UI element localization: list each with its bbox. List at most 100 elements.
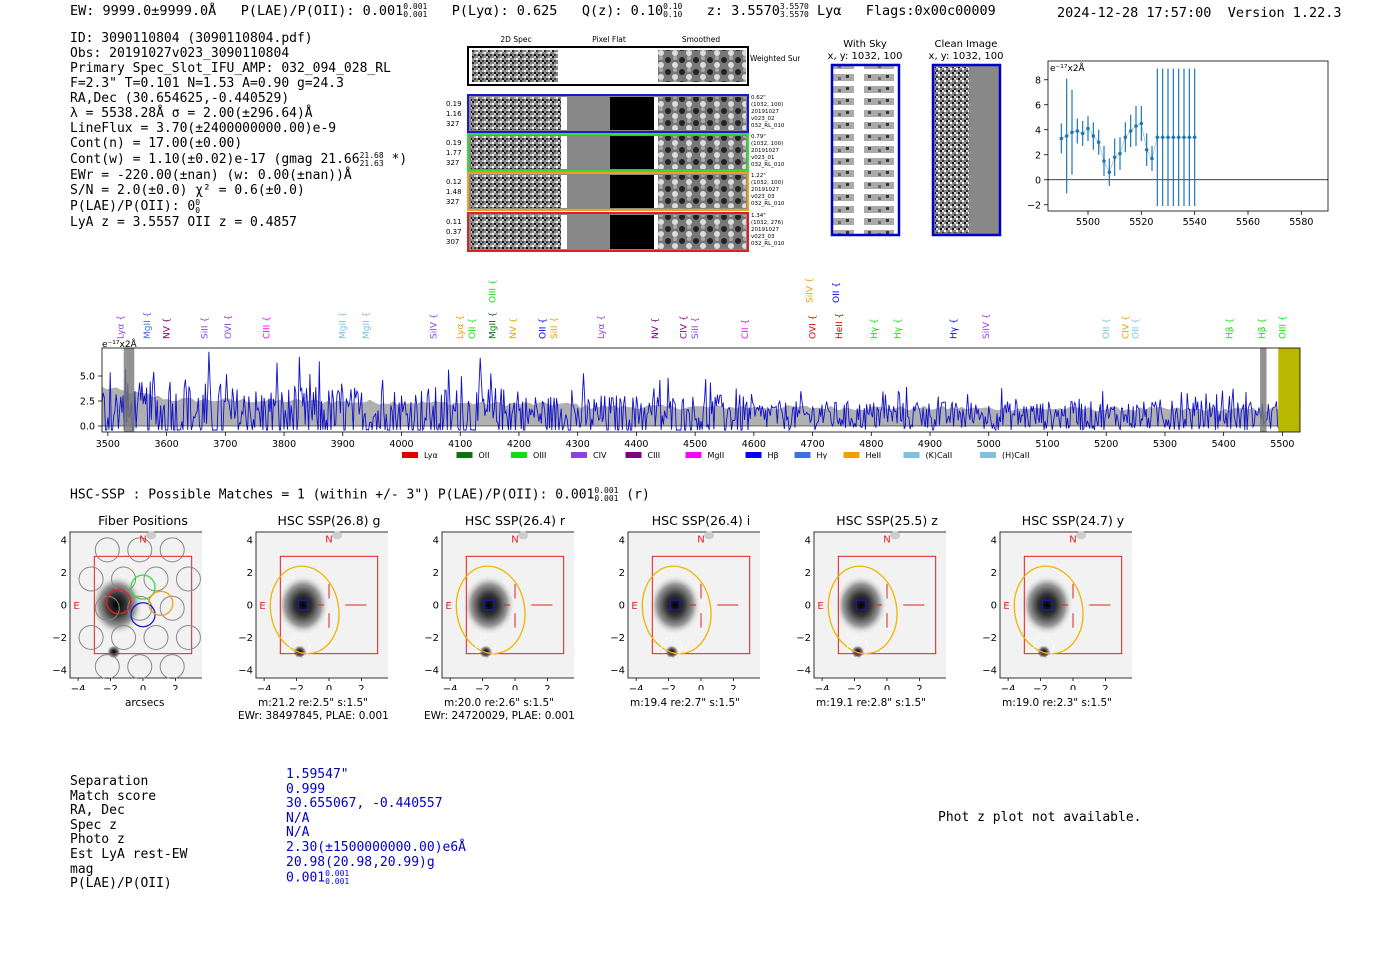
y-tick-label: 2 [433, 568, 439, 579]
legend-label: OII [479, 451, 490, 460]
data-point [1096, 140, 1101, 145]
x-tick-label: 2 [730, 684, 736, 690]
z-value: z: 3.5570 [706, 3, 780, 19]
x-tick-label: 5200 [1094, 439, 1118, 450]
y-tick-label: 2 [1035, 150, 1041, 161]
line-label: OIII { [1278, 315, 1288, 339]
line-label: Lyα { [117, 315, 127, 339]
line-label: SiII { [201, 317, 211, 339]
fiber-row: 0.12 1.48 327 1.22" (1032, 100) 20191027… [446, 172, 785, 211]
line-label: Hβ { [1258, 318, 1268, 339]
line-label: HeII { [835, 313, 845, 339]
info-ewr: EWr = -220.00(±nan) (w: 0.00(±nan))Å [70, 168, 352, 183]
legend-swatch [745, 452, 762, 458]
y-tick-label: −2 [982, 633, 997, 644]
fiber-row: 0.19 1.16 327 0.62" (1032, 100) 20191027… [446, 94, 785, 133]
search-box [465, 555, 565, 655]
line-label: CIII { [262, 316, 272, 339]
data-point [1139, 121, 1144, 126]
data-point [1086, 126, 1090, 131]
match-label: mag [70, 861, 94, 877]
full-axes: 3500 3600 3700 3800 3900 4000 4100 4200 4300 4400… [80, 372, 1295, 451]
fiber-circle [159, 654, 185, 680]
fiber-circle [175, 566, 201, 592]
x-tick-label: −2 [103, 684, 118, 690]
row-date: 20191027 [751, 148, 779, 154]
line-label: SiIV { [430, 313, 440, 339]
info-obs: Obs: 20191027v023_3090110804 [70, 46, 290, 61]
east-label: E [259, 601, 265, 612]
hsc-plae-lo: 0.001 [594, 494, 619, 503]
row-dist: 1.34" [751, 213, 766, 219]
y-tick-label: 0 [1035, 175, 1041, 186]
faint-blob [1076, 531, 1087, 540]
row-amp: 032_RL_010 [751, 123, 785, 129]
line-label: NV { [163, 318, 173, 339]
hsc-plae-hi: 0.001 [594, 486, 619, 495]
line-label: MgII { [143, 312, 153, 339]
x-tick-label: 2 [172, 684, 178, 690]
galaxy-blob [835, 575, 888, 635]
y-tick-label: 2 [991, 568, 997, 579]
y-tick-label: −2 [796, 633, 811, 644]
photz-message: Phot z plot not available. [938, 810, 1142, 825]
match-photoz: N/A [286, 825, 310, 841]
legend-swatch [511, 452, 527, 458]
hsc-ew-plae: EWr: 38497845, PLAE: 0.001 [238, 710, 389, 722]
x-tick-label: 3800 [272, 439, 296, 450]
legend-label: OIII [533, 451, 546, 460]
line-label: NV { [509, 318, 519, 339]
line-label: CIV { [679, 315, 689, 339]
fiber-circle-highlight [148, 590, 174, 617]
line-label: SiII { [550, 317, 560, 339]
zoom-marks [1059, 68, 1197, 206]
col-title-2dspec: 2D Spec [500, 35, 531, 44]
fiber-circle [143, 566, 169, 592]
hsc-cutout-panel: 420−2−4NE−4−2024 [52, 531, 202, 690]
fiber-circle [78, 624, 104, 650]
match-plae-line: 0.0010.001 0.001 [286, 870, 466, 888]
gmag-tail: *) [383, 152, 408, 167]
galaxy-blob [277, 575, 330, 635]
hsc-cutout-panel: 420−2−4NE−4−2024 [424, 531, 574, 690]
legend-label: HeII [866, 451, 882, 460]
flags-value: Flags:0x00c00009 [865, 3, 996, 19]
faint-blob [146, 531, 157, 540]
info-cont-w: Cont(w) = 1.10(±0.02)e-17 (gmag 21.66 [70, 152, 360, 167]
line-label: Lyα { [456, 315, 466, 339]
line-legend: Lyα OII OIII CIV CIII MgII Hβ Hγ HeII (K)CaII (H)C… [402, 451, 1029, 460]
fiber-cutout-rows: 0.19 1.16 327 0.62" (1032, 100) 20191027… [446, 94, 785, 252]
timestamp: 2024-12-28 17:57:00 [1057, 5, 1212, 21]
hsc-fit-params: m:21.2 re:2.5" s:1.5" [258, 697, 368, 709]
faint-blob [518, 531, 529, 540]
hsc-panel-title: HSC SSP(26.8) g [277, 513, 381, 528]
search-box [93, 555, 193, 655]
hsc-panel-title: HSC SSP(25.5) z [836, 513, 938, 528]
y-tick-label: 4 [247, 536, 253, 547]
with-sky-coords: x, y: 1032, 100 [828, 51, 903, 62]
north-label: N [139, 534, 146, 545]
row-dist: 1.22" [751, 173, 766, 179]
data-point [1187, 135, 1192, 140]
x-tick-label: 4500 [683, 439, 707, 450]
fiber-row: 0.11 0.37 307 1.34" (1032, 276) 20191027… [446, 212, 785, 252]
match-separation: 1.59547" [286, 767, 349, 782]
x-tick-label: 2 [1102, 684, 1108, 690]
line-label: OII { [832, 282, 842, 303]
y-tick-label: −4 [424, 665, 439, 676]
hsc-panel-title: HSC SSP(26.4) i [651, 513, 751, 528]
match-label: Separation [70, 774, 149, 789]
match-mag: 20.98(20.98,20.99)g [286, 854, 435, 870]
legend-label: Hβ [768, 451, 779, 460]
info-cont-w-line: Cont(w) = 1.10(±0.02)e-17 (gmag 21.6621.… [70, 151, 407, 168]
fiber-circle [111, 624, 137, 650]
x-tick-label: 5300 [1153, 439, 1177, 450]
x-tick-label: 5560 [1236, 217, 1260, 228]
x-tick-label: 4100 [448, 439, 472, 450]
y-tick-label: 0 [61, 601, 67, 612]
x-tick-label: 4200 [507, 439, 531, 450]
line-label: SiII { [691, 317, 701, 339]
match-plae-lo: 0.001 [325, 877, 350, 887]
data-point [1128, 129, 1133, 133]
legend-label: CIII [648, 451, 661, 460]
